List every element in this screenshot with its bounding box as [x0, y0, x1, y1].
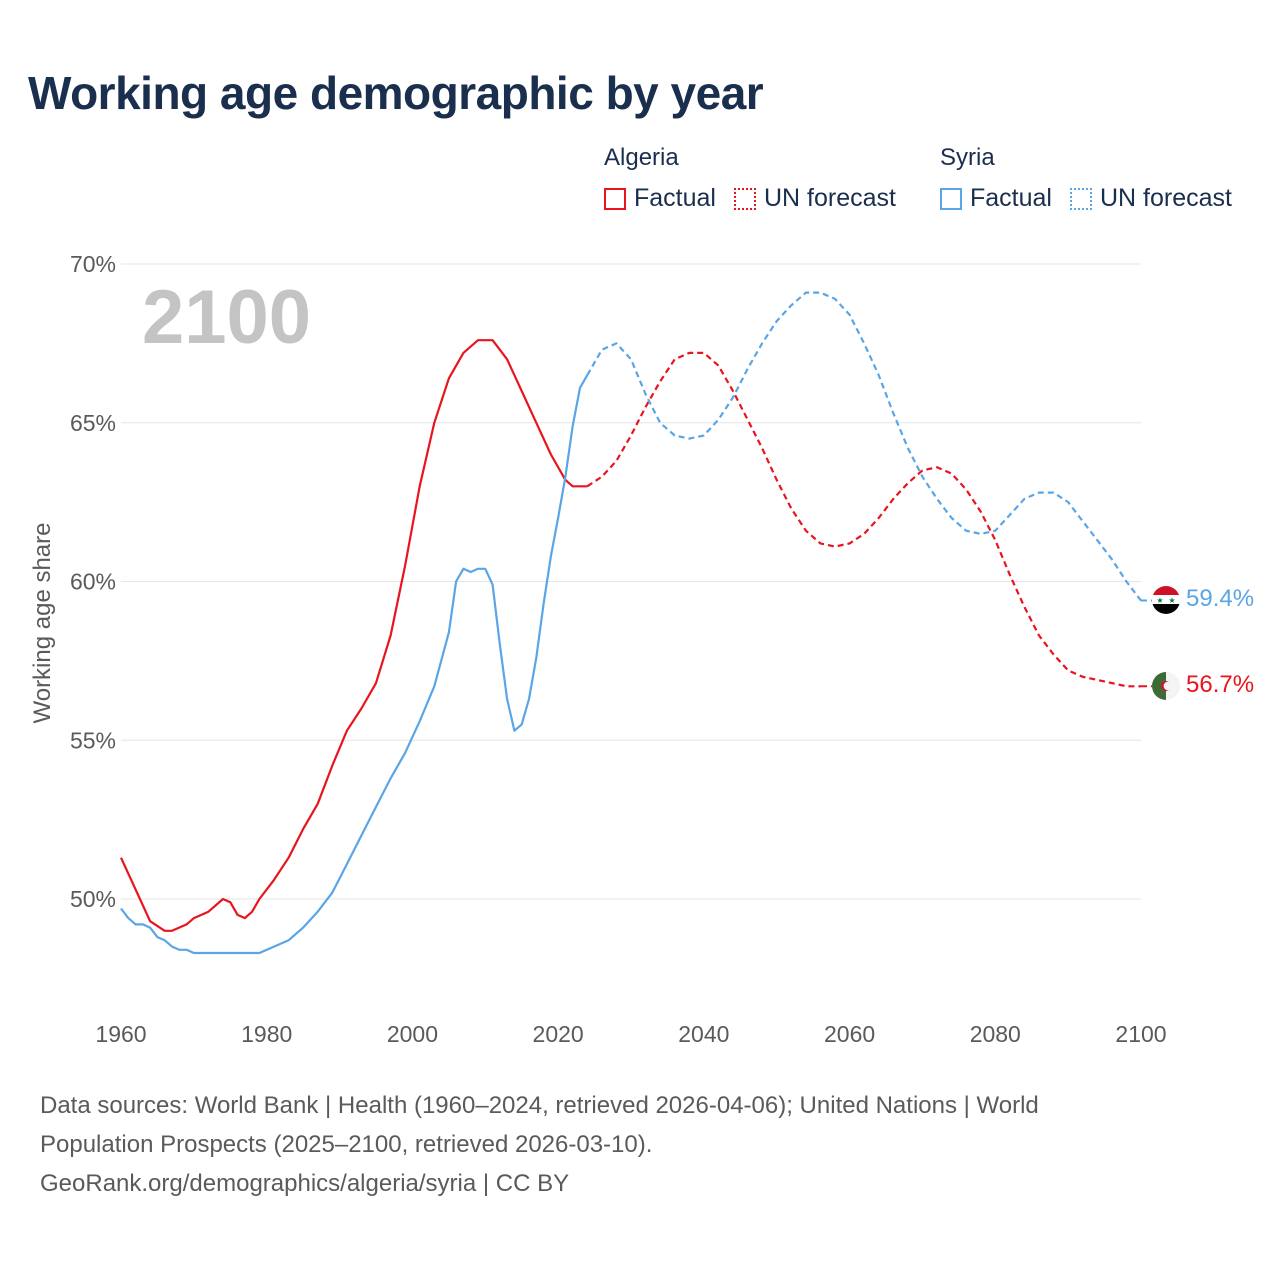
- x-tick-label: 2060: [824, 1021, 875, 1047]
- legend-label-algeria-forecast: UN forecast: [763, 184, 896, 212]
- line-chart: 50% 55% 60% 65% 70% 1960 1980 2000 2020 2040 2060 2…: [29, 251, 1254, 1047]
- x-tick-label: 2080: [970, 1021, 1021, 1047]
- x-tick-label: 1960: [95, 1021, 146, 1047]
- footer-sources: Data sources: World Bank | Health (1960–…: [40, 1086, 1240, 1203]
- legend-item-syria-forecast[interactable]: UN forecast: [1069, 184, 1232, 213]
- series-layer: [120, 291, 1152, 955]
- x-tick-label: 2100: [1115, 1021, 1166, 1047]
- algeria-factual-line[interactable]: [120, 339, 588, 932]
- svg-text:★: ★: [1156, 596, 1163, 605]
- algeria-end-marker: [1152, 672, 1180, 700]
- footer-line-2: Population Prospects (2025–2100, retriev…: [40, 1131, 653, 1158]
- y-tick-label: 50%: [70, 886, 116, 912]
- syria-end-value: 59.4%: [1186, 585, 1254, 612]
- legend-syria: Syria Factual UN forecast: [940, 144, 1232, 213]
- syria-factual-line[interactable]: [120, 374, 589, 955]
- footer-line-1: Data sources: World Bank | Health (1960–…: [40, 1092, 1039, 1119]
- legend-swatch-syria-factual: [940, 187, 962, 210]
- grid-layer: 50% 55% 60% 65% 70% 1960 1980 2000 2020 2040 2060 2…: [70, 251, 1167, 1047]
- y-tick-label: 60%: [70, 569, 116, 595]
- svg-text:★: ★: [1168, 596, 1175, 605]
- algeria-flag-icon: [1152, 672, 1180, 700]
- syria-forecast-line[interactable]: [586, 291, 1142, 602]
- legend-swatch-algeria-factual: [604, 187, 626, 210]
- y-axis-label: Working age share: [29, 523, 56, 724]
- legend-label-syria-forecast: UN forecast: [1099, 184, 1232, 212]
- legend-label-algeria-factual: Factual: [634, 184, 716, 212]
- y-tick-label: 70%: [70, 251, 116, 277]
- algeria-forecast-line[interactable]: [586, 351, 1141, 688]
- legend-country-syria: Syria: [940, 144, 995, 171]
- year-watermark: 2100: [142, 275, 311, 360]
- syria-end-marker: ★ ★: [1152, 586, 1180, 614]
- legend-algeria: Algeria Factual UN forecast: [604, 144, 914, 213]
- algeria-end-value: 56.7%: [1186, 671, 1254, 698]
- x-tick-label: 1980: [241, 1021, 292, 1047]
- x-tick-label: 2000: [387, 1021, 438, 1047]
- y-tick-label: 55%: [70, 727, 116, 753]
- legend-item-algeria-forecast[interactable]: UN forecast: [733, 184, 896, 213]
- y-tick-label: 65%: [70, 410, 116, 436]
- x-tick-label: 2040: [678, 1021, 729, 1047]
- legend-country-algeria: Algeria: [604, 144, 679, 171]
- footer-line-3: GeoRank.org/demographics/algeria/syria |…: [40, 1170, 570, 1197]
- legend-item-syria-factual[interactable]: Factual: [940, 184, 1052, 213]
- legend-swatch-algeria-forecast: [733, 187, 756, 210]
- x-tick-label: 2020: [533, 1021, 584, 1047]
- legend-item-algeria-factual[interactable]: Factual: [604, 184, 716, 213]
- syria-flag-icon: ★ ★: [1152, 586, 1180, 614]
- legend-swatch-syria-forecast: [1069, 187, 1092, 210]
- legend-label-syria-factual: Factual: [970, 184, 1052, 212]
- chart-title: Working age demographic by year: [28, 67, 764, 119]
